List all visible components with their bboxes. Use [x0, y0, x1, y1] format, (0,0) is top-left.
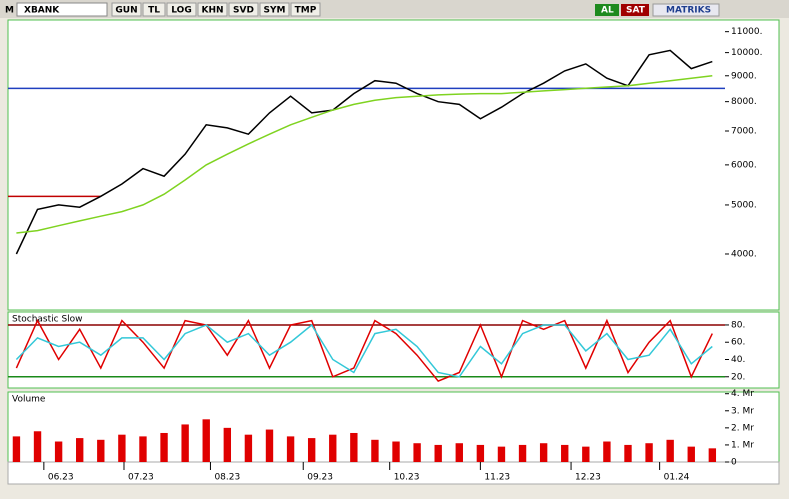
- volume-bar: [76, 438, 84, 462]
- volume-bar: [561, 444, 569, 462]
- volume-bar: [455, 443, 463, 462]
- volume-bar: [603, 441, 611, 462]
- x-tick-label: 09.23: [307, 473, 333, 483]
- toolbar-button[interactable]: [228, 2, 259, 17]
- y-tick-label: 20.: [731, 372, 745, 382]
- y-tick-label: 10000.: [731, 48, 763, 58]
- brand-box: [652, 3, 720, 17]
- x-tick-label: 01.24: [664, 473, 690, 483]
- y-tick-label: 8000.: [731, 97, 757, 107]
- toolbar-button[interactable]: [290, 2, 321, 17]
- volume-bar: [708, 448, 717, 462]
- y-tick-label: 2. Mr: [731, 423, 754, 433]
- panel-title: Volume: [12, 395, 46, 405]
- x-tick-label: 10.23: [394, 473, 420, 483]
- volume-bar: [539, 443, 548, 462]
- y-tick-label: 5000.: [731, 200, 757, 210]
- toolbar-button[interactable]: [166, 2, 197, 17]
- volume-bar: [97, 439, 105, 462]
- x-tick-label: 08.23: [214, 473, 240, 483]
- x-tick-label: 11.23: [484, 473, 510, 483]
- volume-bar: [265, 429, 274, 462]
- volume-bar: [666, 439, 674, 462]
- volume-bar: [434, 444, 442, 462]
- volume-bar: [286, 436, 295, 462]
- y-tick-label: 6000.: [731, 160, 757, 170]
- y-tick-label: 9000.: [731, 71, 757, 81]
- volume-bar: [476, 444, 485, 462]
- toolbar-button[interactable]: [197, 2, 228, 17]
- series-line: [15, 49, 713, 255]
- series-line: [16, 75, 713, 234]
- volume-bar: [413, 443, 421, 462]
- volume-bar: [392, 441, 400, 462]
- y-tick-label: 1. Mr: [731, 440, 754, 450]
- volume-bar: [518, 444, 527, 462]
- toolbar-button[interactable]: [142, 2, 166, 17]
- volume-bar: [244, 434, 253, 462]
- brand: MATRIKS: [666, 6, 711, 16]
- toolbar-button[interactable]: [259, 2, 290, 17]
- y-tick-label: 4000.: [731, 249, 757, 259]
- toolbar-button-label[interactable]: LOG: [171, 6, 191, 16]
- logo: M: [5, 6, 14, 16]
- volume-bar: [645, 443, 653, 462]
- toolbar-bg: [0, 0, 789, 18]
- volume-bar: [497, 446, 506, 462]
- price-panel: [7, 19, 780, 311]
- volume-bar: [307, 438, 316, 462]
- x-tick-label: 06.23: [48, 473, 74, 483]
- toolbar-button-label[interactable]: KHN: [201, 6, 223, 16]
- y-tick-label: 40.: [731, 355, 745, 365]
- series-line: [15, 323, 713, 378]
- y-tick-label: 80.: [731, 320, 745, 330]
- symbol[interactable]: XBANK: [24, 6, 60, 16]
- x-tick-label: 07.23: [128, 473, 154, 483]
- volume-bar: [687, 446, 695, 462]
- volume-bar: [12, 436, 21, 462]
- sell-label[interactable]: SAT: [626, 6, 646, 16]
- y-tick-label: 3. Mr: [731, 406, 754, 416]
- volume-bar: [202, 419, 210, 462]
- volume-bar: [371, 439, 379, 462]
- volume-bar: [33, 431, 42, 462]
- volume-bar: [582, 446, 590, 462]
- buy-button[interactable]: [595, 4, 619, 16]
- volume-bar: [160, 432, 168, 462]
- y-tick-label: 60.: [731, 338, 745, 348]
- volume-bar: [181, 424, 189, 462]
- panel-title: Stochastic Slow: [12, 315, 83, 325]
- y-tick-label: 4. Mr: [731, 389, 754, 399]
- x-tick-label: 12.23: [575, 473, 601, 483]
- toolbar-button-label[interactable]: TL: [148, 6, 160, 16]
- toolbar-button-label[interactable]: TMP: [295, 6, 317, 16]
- volume-bar: [350, 432, 358, 462]
- toolbar-button-label[interactable]: SYM: [264, 6, 286, 16]
- buy-label[interactable]: AL: [601, 6, 614, 16]
- volume-bar: [624, 444, 632, 462]
- y-tick-label: 7000.: [731, 127, 757, 137]
- sell-button[interactable]: [621, 4, 649, 16]
- volume-bar: [329, 434, 337, 462]
- y-tick-label: 11000.: [731, 27, 763, 37]
- volume-bar: [54, 441, 63, 462]
- volume-bar: [223, 427, 232, 462]
- toolbar-button-label[interactable]: SVD: [233, 6, 254, 16]
- volume-bar: [139, 436, 147, 462]
- volume-bar: [118, 434, 126, 462]
- toolbar-button-label[interactable]: GUN: [115, 6, 137, 16]
- toolbar-button[interactable]: [111, 2, 142, 17]
- y-tick-label: 0: [731, 458, 737, 468]
- series-line: [15, 318, 713, 383]
- symbol-box[interactable]: [16, 2, 108, 17]
